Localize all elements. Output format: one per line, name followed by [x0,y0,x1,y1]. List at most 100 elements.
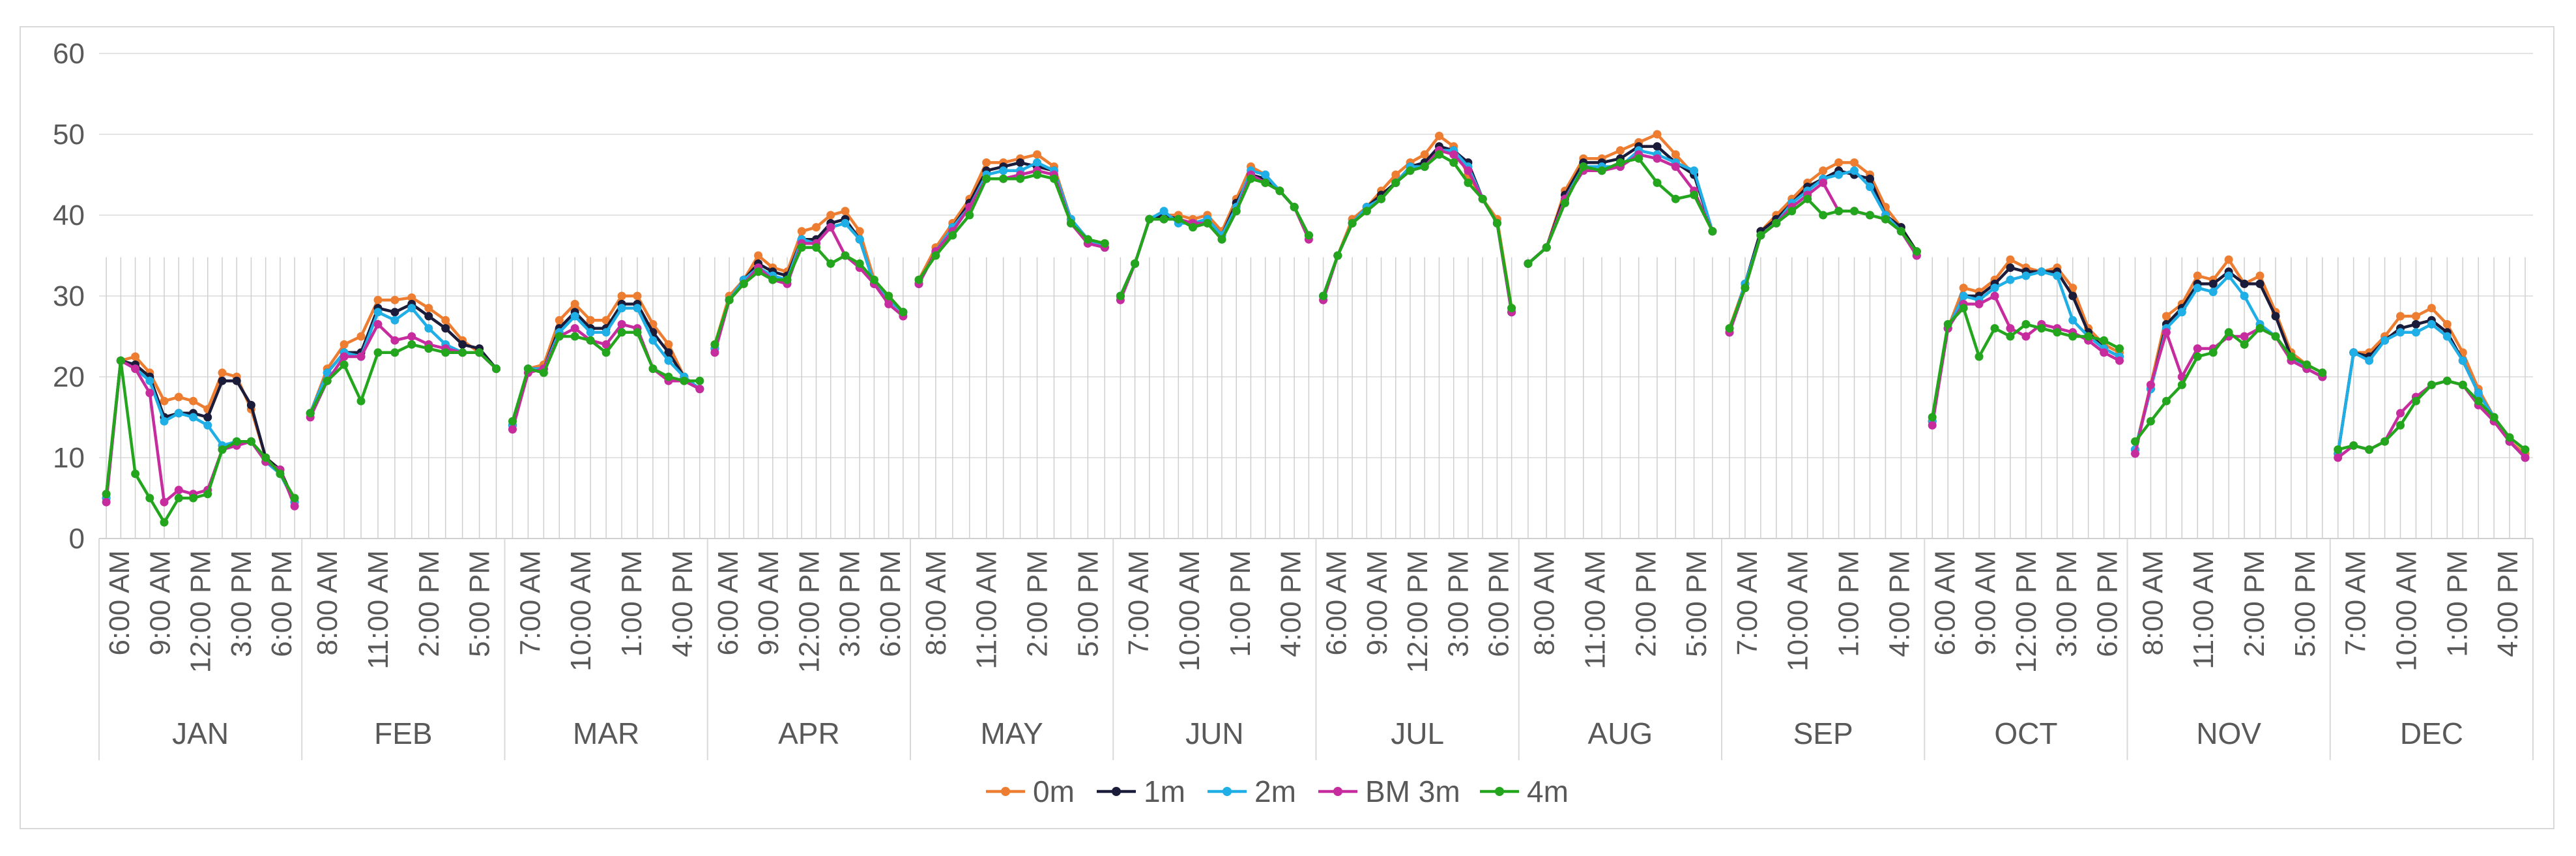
data-point [407,332,416,341]
data-point [1615,158,1625,167]
data-point [2442,319,2452,329]
x-tick-label: 4:00 PM [667,550,699,657]
data-point [2255,279,2265,288]
data-point [1319,291,1328,301]
data-point [2021,271,2031,280]
data-point [2224,255,2233,264]
data-point [2084,332,2093,341]
data-point [2489,413,2498,422]
series-line [309,306,498,414]
data-point [739,279,748,288]
data-point [826,223,835,232]
x-tick-label: 11:00 AM [971,550,1003,670]
x-tick-label: 8:00 AM [920,550,952,655]
data-point [812,243,820,252]
data-point [2193,352,2202,361]
data-point [664,340,673,349]
data-point [648,364,658,374]
x-tick-label: 1:00 PM [2441,550,2473,657]
x-tick-label: 9:00 AM [1970,550,2002,655]
data-point [633,291,642,301]
data-point [2396,421,2405,430]
data-point [508,425,517,434]
data-point [1033,150,1041,159]
data-point [982,158,991,167]
data-point [1435,150,1443,159]
data-point [855,259,864,268]
data-point [2193,284,2202,293]
data-point [424,312,433,321]
data-point [373,348,383,357]
x-tick-label: 2:00 PM [1630,550,1662,657]
month-label: MAR [573,716,639,750]
data-point [2146,417,2155,426]
data-point [586,316,595,325]
data-point [2208,348,2218,357]
series-0m [102,130,2530,507]
data-point [390,316,399,325]
data-point [1653,154,1662,163]
legend-item: 2m [1208,775,1296,808]
data-point [407,304,416,313]
data-point [783,275,792,284]
data-point [1772,218,1781,228]
data-point [2396,328,2405,337]
x-tick-label: 4:00 PM [2492,550,2524,657]
series-line [1322,149,1513,313]
legend-swatch-marker [1112,787,1121,796]
data-point [1741,284,1750,293]
data-point [373,295,383,304]
data-point [1261,178,1270,187]
data-point [869,275,878,284]
data-point [1896,227,1905,236]
data-point [1275,186,1284,196]
data-point [1348,218,1357,228]
data-point [390,308,399,317]
data-point [2427,380,2436,389]
data-point [2505,433,2514,442]
x-tick-label: 5:00 PM [2289,550,2321,657]
data-point [2255,271,2265,280]
data-point [323,376,332,385]
data-point [2255,324,2265,333]
data-point [1866,183,1874,192]
data-point [1420,150,1429,159]
data-point [1850,158,1859,167]
x-tick-label: 9:00 AM [753,550,785,655]
data-point [1016,158,1025,167]
data-point [2442,376,2452,385]
data-point [2240,291,2249,301]
x-tick-label: 4:00 PM [1883,550,1915,657]
data-point [116,356,125,365]
data-point [1928,421,1937,430]
legend-item: BM 3m [1318,775,1460,808]
data-point [2381,336,2389,345]
y-tick-label: 60 [53,38,85,70]
data-point [2458,356,2467,365]
x-tick-label: 6:00 PM [2091,550,2123,657]
x-tick-label: 6:00 PM [266,550,298,657]
data-point [1524,259,1533,268]
data-point [2068,291,2077,301]
data-point [1131,259,1140,268]
x-tick-label: 7:00 AM [514,550,546,655]
data-point [884,299,893,308]
data-point [2131,449,2139,458]
data-point [2224,328,2233,337]
x-tick-label: 3:00 PM [834,550,866,657]
x-tick-label: 12:00 PM [2010,550,2042,673]
data-point [948,231,957,240]
data-point [570,312,579,321]
data-point [1217,235,1226,244]
data-point [1671,194,1680,203]
data-point [1464,166,1473,175]
data-point [1803,194,1812,203]
legend-label: 4m [1527,775,1569,808]
data-point [841,218,850,228]
y-axis-ticks: 0 10 20 30 40 50 60 [53,38,85,555]
legend: 0m 1m 2m BM 3m 4m [986,775,1569,808]
series-line [1527,156,1714,265]
data-point [1304,231,1313,240]
x-tick-label: 6:00 AM [1929,550,1961,655]
data-point [601,348,611,357]
